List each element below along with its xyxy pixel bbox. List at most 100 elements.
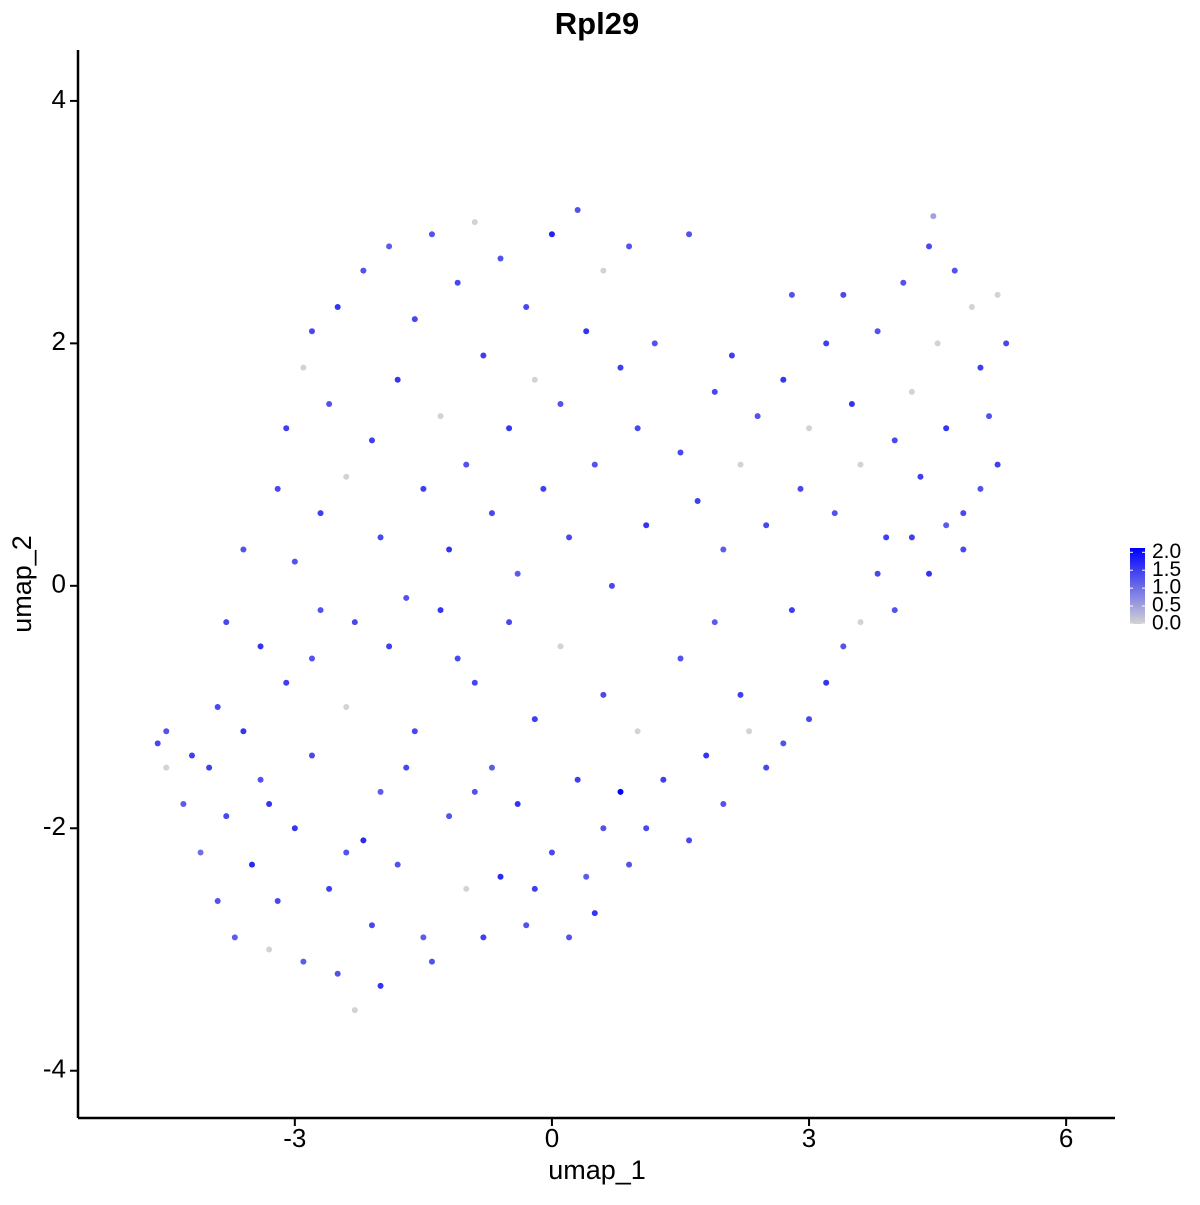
point xyxy=(428,231,435,238)
point xyxy=(180,801,187,808)
point xyxy=(823,679,830,686)
point xyxy=(686,231,693,238)
point xyxy=(908,534,915,541)
point xyxy=(480,352,487,359)
point xyxy=(540,485,547,492)
point xyxy=(986,413,993,420)
point xyxy=(506,619,513,626)
point xyxy=(274,485,281,492)
point xyxy=(531,376,538,383)
point xyxy=(514,570,521,577)
point xyxy=(823,340,830,347)
point xyxy=(283,425,290,432)
point xyxy=(643,825,650,832)
point xyxy=(797,485,804,492)
point xyxy=(360,837,367,844)
y-tick-label: 0 xyxy=(52,569,66,599)
point xyxy=(960,510,967,517)
point xyxy=(403,594,410,601)
point xyxy=(943,425,950,432)
point xyxy=(746,728,753,735)
point xyxy=(308,752,315,759)
point xyxy=(780,740,787,747)
point xyxy=(703,752,710,759)
point xyxy=(523,303,530,310)
point xyxy=(377,982,384,989)
point xyxy=(283,679,290,686)
point xyxy=(368,922,375,929)
point xyxy=(737,691,744,698)
x-tick-label: 0 xyxy=(545,1123,559,1153)
point xyxy=(908,388,915,395)
point xyxy=(163,728,170,735)
point xyxy=(848,400,855,407)
point xyxy=(163,764,170,771)
point xyxy=(266,801,273,808)
point xyxy=(626,243,633,250)
point xyxy=(883,534,890,541)
point xyxy=(488,510,495,517)
point xyxy=(977,485,984,492)
point xyxy=(583,873,590,880)
point xyxy=(214,898,221,905)
point xyxy=(720,801,727,808)
point xyxy=(300,958,307,965)
point xyxy=(608,582,615,589)
point xyxy=(711,388,718,395)
x-tick-label: -3 xyxy=(283,1123,306,1153)
point xyxy=(471,679,478,686)
colorbar-tick-label: 2.0 xyxy=(1152,540,1181,563)
point xyxy=(874,328,881,335)
point xyxy=(514,801,521,808)
point xyxy=(600,825,607,832)
point xyxy=(960,546,967,553)
point xyxy=(471,219,478,226)
point xyxy=(677,655,684,662)
point xyxy=(634,728,641,735)
point xyxy=(197,849,204,856)
point xyxy=(591,910,598,917)
point xyxy=(308,328,315,335)
point xyxy=(968,303,975,310)
point xyxy=(754,413,761,420)
point xyxy=(437,607,444,614)
point xyxy=(326,885,333,892)
point xyxy=(917,473,924,480)
point xyxy=(351,619,358,626)
y-tick-label: 4 xyxy=(52,84,66,114)
point xyxy=(343,849,350,856)
point xyxy=(154,740,161,747)
point xyxy=(308,655,315,662)
point xyxy=(454,279,461,286)
point xyxy=(377,788,384,795)
point xyxy=(394,861,401,868)
point xyxy=(951,267,958,274)
point xyxy=(891,607,898,614)
point xyxy=(291,558,298,565)
point xyxy=(420,485,427,492)
point xyxy=(446,813,453,820)
point xyxy=(257,776,264,783)
point xyxy=(463,461,470,468)
point xyxy=(248,861,255,868)
point xyxy=(531,885,538,892)
point xyxy=(223,813,230,820)
point xyxy=(343,704,350,711)
point xyxy=(334,970,341,977)
point xyxy=(557,400,564,407)
point xyxy=(728,352,735,359)
point xyxy=(900,279,907,286)
point xyxy=(377,534,384,541)
point xyxy=(874,570,881,577)
colorbar-tick-label: 1.5 xyxy=(1152,558,1181,581)
y-tick-label: -4 xyxy=(43,1054,66,1084)
x-tick-label: 3 xyxy=(802,1123,816,1153)
point xyxy=(240,728,247,735)
point xyxy=(677,449,684,456)
point xyxy=(926,243,933,250)
point xyxy=(643,522,650,529)
point xyxy=(317,607,324,614)
point xyxy=(840,291,847,298)
x-tick-label: 6 xyxy=(1059,1123,1073,1153)
